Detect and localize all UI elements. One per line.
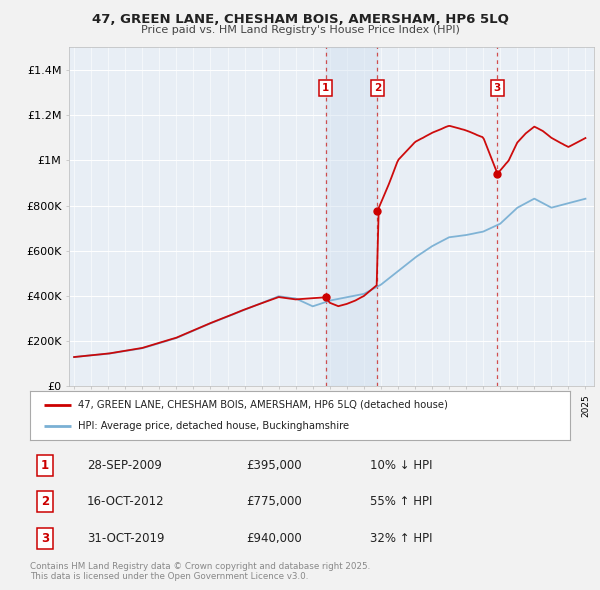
Text: 16-OCT-2012: 16-OCT-2012 bbox=[86, 495, 164, 508]
Text: HPI: Average price, detached house, Buckinghamshire: HPI: Average price, detached house, Buck… bbox=[77, 421, 349, 431]
Text: 3: 3 bbox=[41, 532, 49, 545]
Text: 1: 1 bbox=[41, 459, 49, 472]
Text: £775,000: £775,000 bbox=[246, 495, 302, 508]
Text: 47, GREEN LANE, CHESHAM BOIS, AMERSHAM, HP6 5LQ: 47, GREEN LANE, CHESHAM BOIS, AMERSHAM, … bbox=[92, 13, 508, 26]
Text: 47, GREEN LANE, CHESHAM BOIS, AMERSHAM, HP6 5LQ (detached house): 47, GREEN LANE, CHESHAM BOIS, AMERSHAM, … bbox=[77, 399, 448, 409]
Text: £395,000: £395,000 bbox=[246, 459, 302, 472]
Text: 2: 2 bbox=[374, 83, 381, 93]
Text: 32% ↑ HPI: 32% ↑ HPI bbox=[370, 532, 433, 545]
Text: 10% ↓ HPI: 10% ↓ HPI bbox=[370, 459, 433, 472]
Text: £940,000: £940,000 bbox=[246, 532, 302, 545]
Text: 31-OCT-2019: 31-OCT-2019 bbox=[86, 532, 164, 545]
Text: 2: 2 bbox=[41, 495, 49, 508]
Text: 28-SEP-2009: 28-SEP-2009 bbox=[86, 459, 161, 472]
Text: 3: 3 bbox=[494, 83, 501, 93]
Text: 55% ↑ HPI: 55% ↑ HPI bbox=[370, 495, 433, 508]
Text: Price paid vs. HM Land Registry's House Price Index (HPI): Price paid vs. HM Land Registry's House … bbox=[140, 25, 460, 35]
Text: 1: 1 bbox=[322, 83, 329, 93]
Bar bbox=[326, 47, 377, 386]
Text: Contains HM Land Registry data © Crown copyright and database right 2025.
This d: Contains HM Land Registry data © Crown c… bbox=[30, 562, 370, 581]
